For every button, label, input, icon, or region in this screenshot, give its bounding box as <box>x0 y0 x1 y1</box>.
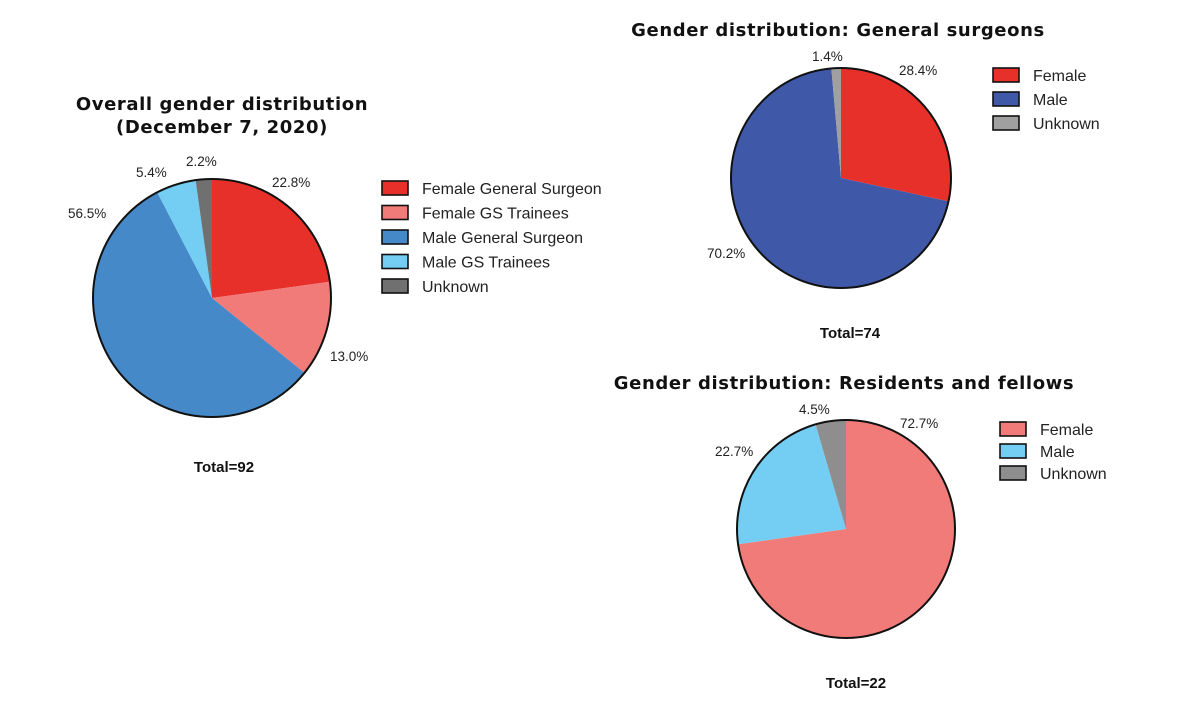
legend-item-male-gs-trainees: Male GS Trainees <box>381 253 550 272</box>
legend-item-female-general-surgeon: Female General Surgeon <box>381 180 602 198</box>
pie-slice-female-gs-trainees <box>212 281 331 373</box>
legend-label: Unknown <box>1033 116 1100 133</box>
legend-label: Male <box>1033 92 1068 109</box>
chart-title: Gender distribution: General surgeons <box>631 20 1045 41</box>
legend-swatch <box>992 67 1020 83</box>
legend: Female Male Unknown <box>992 67 1100 133</box>
legend-swatch <box>992 115 1020 131</box>
legend-item-male: Male <box>999 443 1075 461</box>
chart-residents-fellows: Gender distribution: Residents and fello… <box>614 373 1107 692</box>
legend-swatch <box>381 278 409 294</box>
pie-slice-unknown <box>831 68 841 178</box>
pie-outline <box>730 67 952 289</box>
legend-swatch <box>999 443 1027 459</box>
pie-slice-male-general-surgeon <box>93 192 305 417</box>
total-label: Total=74 <box>820 325 881 342</box>
pie-slice-male-gs-trainees <box>157 180 212 298</box>
pie-slice-male <box>737 424 846 545</box>
slice-label-unknown: 2.2% <box>186 154 217 169</box>
slice-label-unknown: 1.4% <box>812 49 843 64</box>
slice-label-female-general-surgeon: 22.8% <box>272 175 310 190</box>
slice-label-female: 28.4% <box>899 63 937 78</box>
chart-general-surgeons: Gender distribution: General surgeons 28… <box>631 20 1100 342</box>
pie-slice-unknown <box>815 420 846 529</box>
total-label: Total=92 <box>194 459 254 476</box>
pie-slice-unknown <box>195 179 212 298</box>
pie-slice-male <box>730 68 949 288</box>
slice-label-male-general-surgeon: 56.5% <box>68 206 106 221</box>
legend: Female General Surgeon Female GS Trainees… <box>381 180 602 296</box>
legend-item-female: Female <box>999 421 1093 439</box>
legend-label: Female General Surgeon <box>422 181 602 198</box>
legend-item-unknown: Unknown <box>992 115 1100 133</box>
pie-slice-female <box>738 420 955 639</box>
chart-title: Gender distribution: Residents and fello… <box>614 373 1074 394</box>
legend-item-male: Male <box>992 91 1068 109</box>
legend-label: Female <box>1040 422 1093 439</box>
legend: Female Male Unknown <box>999 421 1107 483</box>
legend-item-female: Female <box>992 67 1086 85</box>
legend-swatch <box>992 91 1020 107</box>
legend-label: Female GS Trainees <box>422 206 569 223</box>
legend-swatch <box>381 204 409 221</box>
legend-swatch <box>381 229 409 245</box>
pie-slice-female <box>841 68 951 202</box>
slice-label-male: 70.2% <box>707 246 745 261</box>
legend-swatch <box>381 253 409 270</box>
legend-item-female-gs-trainees: Female GS Trainees <box>381 204 569 223</box>
legend-item-male-general-surgeon: Male General Surgeon <box>381 229 583 247</box>
slice-label-unknown: 4.5% <box>799 402 830 417</box>
chart-title-line-1: Overall gender distribution <box>76 94 368 115</box>
legend-swatch <box>381 180 409 196</box>
pie-outline <box>92 178 332 418</box>
slice-label-female-gs-trainees: 13.0% <box>330 349 368 364</box>
legend-label: Unknown <box>422 279 489 296</box>
legend-swatch <box>999 421 1027 437</box>
chart-overall: Overall gender distribution (December 7,… <box>68 94 602 476</box>
pie-slices <box>737 420 955 639</box>
pie-slices <box>730 68 951 288</box>
legend-label: Female <box>1033 68 1086 85</box>
legend-label: Unknown <box>1040 466 1107 483</box>
pie-outline <box>736 419 956 639</box>
total-label: Total=22 <box>826 675 886 692</box>
legend-label: Male GS Trainees <box>422 255 550 272</box>
pie-slices <box>93 179 331 417</box>
legend-swatch <box>999 465 1027 481</box>
legend-label: Male General Surgeon <box>422 230 583 247</box>
slice-label-male-gs-trainees: 5.4% <box>136 165 167 180</box>
legend-label: Male <box>1040 444 1075 461</box>
slice-label-female: 72.7% <box>900 416 938 431</box>
slice-label-male: 22.7% <box>715 444 753 459</box>
chart-title-line-2: (December 7, 2020) <box>116 117 328 138</box>
legend-item-unknown: Unknown <box>999 465 1107 483</box>
pie-slice-female-general-surgeon <box>212 179 330 298</box>
legend-item-unknown: Unknown <box>381 278 489 296</box>
